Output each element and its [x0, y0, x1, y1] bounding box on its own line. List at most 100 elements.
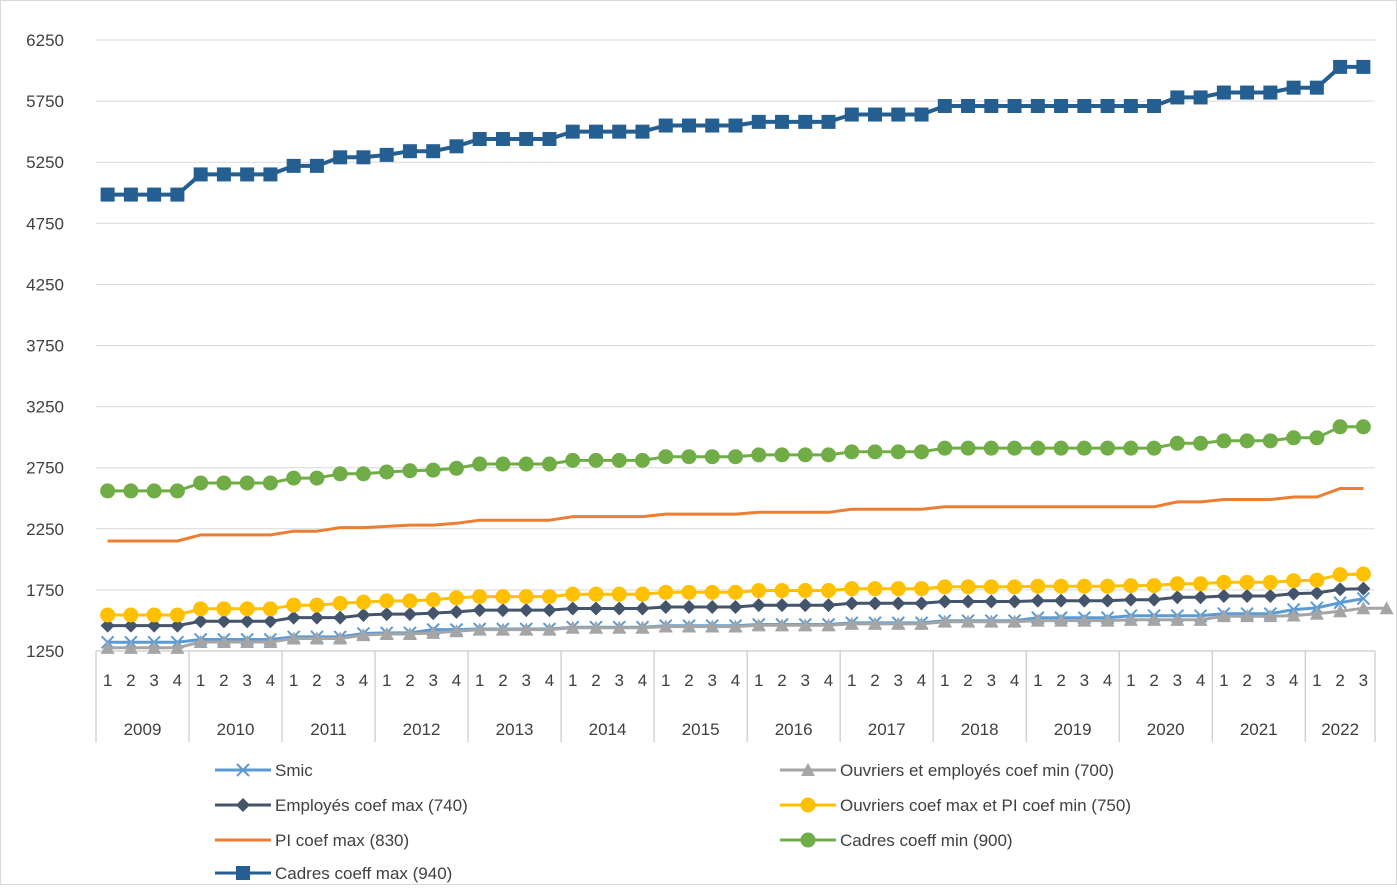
- data-point: [542, 131, 557, 146]
- data-point: [286, 631, 301, 645]
- x-tick-quarter-label: 4: [545, 671, 554, 690]
- data-point: [1054, 98, 1069, 113]
- data-point: [1240, 609, 1255, 623]
- legend-item: Cadres coeff max (940): [215, 864, 452, 883]
- x-tick-quarter-label: 2: [870, 671, 879, 690]
- data-point: [658, 584, 674, 600]
- data-point: [937, 98, 952, 113]
- data-point: [681, 584, 697, 600]
- data-point: [1030, 440, 1046, 456]
- data-point: [518, 589, 534, 605]
- data-point: [983, 579, 999, 595]
- data-point: [100, 640, 115, 654]
- data-point: [984, 594, 999, 609]
- data-point: [914, 581, 930, 597]
- data-point: [565, 586, 581, 602]
- data-point: [1193, 612, 1208, 626]
- data-point: [821, 114, 836, 129]
- x-tick-quarter-label: 3: [1266, 671, 1275, 690]
- data-point: [1100, 440, 1116, 456]
- x-tick-quarter-label: 1: [1312, 671, 1321, 690]
- legend-item: Ouvriers et employés coef min (700): [780, 761, 1114, 780]
- data-point: [519, 603, 534, 618]
- data-point: [891, 616, 906, 630]
- x-tick-quarter-label: 1: [1219, 671, 1228, 690]
- data-point: [100, 187, 115, 202]
- legend-swatch-marker: [801, 763, 815, 776]
- data-point: [611, 452, 627, 468]
- x-tick-quarter-label: 4: [1289, 671, 1298, 690]
- data-point: [588, 124, 603, 139]
- data-point: [705, 600, 720, 615]
- data-point: [286, 470, 302, 486]
- data-point: [704, 584, 720, 600]
- y-tick-label: 1250: [26, 642, 64, 661]
- legend-swatch-marker: [236, 866, 250, 880]
- data-point: [1216, 574, 1232, 590]
- x-tick-quarter-label: 1: [847, 671, 856, 690]
- data-point: [797, 447, 813, 463]
- data-point: [705, 619, 720, 633]
- data-point: [937, 594, 952, 609]
- data-point: [634, 586, 650, 602]
- data-point: [821, 583, 837, 599]
- data-point: [1333, 604, 1348, 618]
- x-tick-year-label: 2009: [124, 720, 162, 739]
- data-point: [1170, 590, 1185, 605]
- data-point: [1216, 589, 1231, 604]
- data-point: [588, 601, 603, 616]
- data-point: [286, 610, 301, 625]
- data-point: [612, 124, 627, 139]
- data-point: [1123, 440, 1139, 456]
- data-point: [426, 144, 441, 159]
- data-point: [728, 619, 743, 633]
- data-point: [1216, 85, 1231, 100]
- data-point: [890, 581, 906, 597]
- series-1: [100, 601, 1394, 654]
- data-point: [123, 640, 138, 654]
- data-point: [1309, 80, 1324, 95]
- x-tick-quarter-label: 2: [405, 671, 414, 690]
- data-point: [1053, 440, 1069, 456]
- series-2: [100, 581, 1371, 633]
- data-point: [495, 131, 510, 146]
- data-point: [1239, 433, 1255, 449]
- x-tick-quarter-label: 2: [312, 671, 321, 690]
- x-tick-year-label: 2016: [775, 720, 813, 739]
- x-tick-quarter-label: 4: [266, 671, 275, 690]
- data-point: [263, 167, 278, 182]
- data-point: [472, 456, 488, 472]
- data-point: [937, 579, 953, 595]
- data-point: [1030, 98, 1045, 113]
- y-tick-label: 3750: [26, 337, 64, 356]
- data-point: [681, 600, 696, 615]
- data-point: [402, 593, 418, 609]
- data-point: [1123, 592, 1138, 607]
- data-point: [1007, 98, 1022, 113]
- data-point: [379, 147, 394, 162]
- x-tick-quarter-label: 1: [661, 671, 670, 690]
- data-point: [728, 600, 743, 615]
- data-point: [379, 627, 394, 641]
- data-point: [1356, 581, 1371, 596]
- x-tick-quarter-label: 1: [289, 671, 298, 690]
- legend-label: Cadres coeff max (940): [275, 864, 452, 883]
- data-point: [1263, 589, 1278, 604]
- data-point: [565, 620, 580, 634]
- data-point: [1146, 578, 1162, 594]
- x-tick-quarter-label: 2: [219, 671, 228, 690]
- legend-item: Smic: [215, 761, 313, 780]
- data-point: [309, 597, 325, 613]
- x-tick-quarter-label: 2: [1149, 671, 1158, 690]
- data-point: [239, 475, 255, 491]
- data-point: [170, 618, 185, 633]
- data-point: [844, 596, 859, 611]
- data-point: [588, 452, 604, 468]
- data-point: [449, 604, 464, 619]
- x-tick-quarter-label: 3: [614, 671, 623, 690]
- x-tick-quarter-label: 4: [452, 671, 461, 690]
- data-point: [844, 107, 859, 122]
- x-tick-quarter-label: 3: [894, 671, 903, 690]
- data-point: [751, 583, 767, 599]
